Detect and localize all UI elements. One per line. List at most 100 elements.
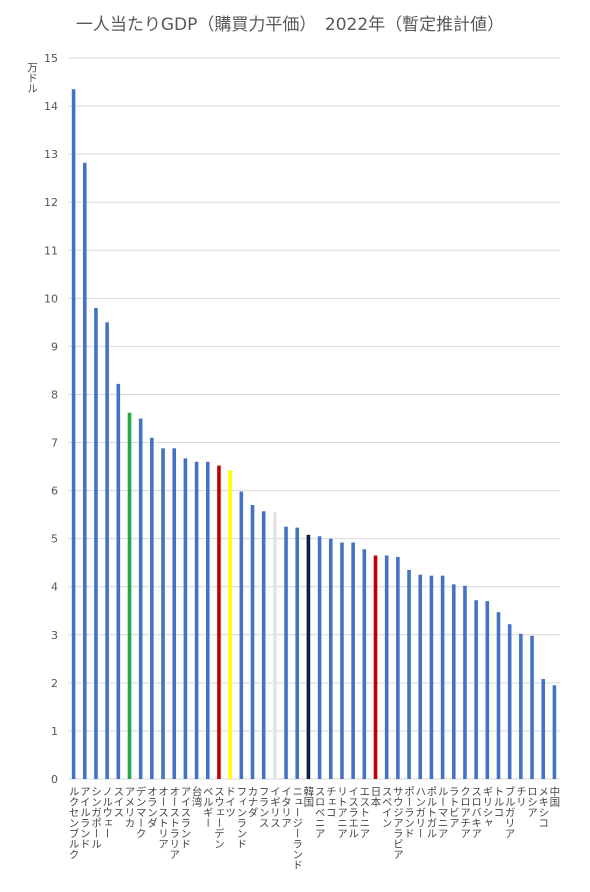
x-tick-label: イギリス xyxy=(269,786,281,828)
y-tick-label: 10 xyxy=(44,292,58,305)
bar xyxy=(295,527,300,779)
x-tick-label: スウェーデン xyxy=(213,786,225,849)
bar xyxy=(217,465,221,779)
bar xyxy=(552,685,557,779)
bar xyxy=(463,585,467,779)
bar xyxy=(82,162,87,779)
bar xyxy=(519,633,523,779)
x-tick-label: オーストリア xyxy=(157,786,169,849)
bar xyxy=(138,418,143,779)
x-tick-label: ニュージーランド xyxy=(291,786,303,870)
bar xyxy=(407,569,411,779)
y-tick-label: 13 xyxy=(44,148,58,161)
x-tick-label: シンガポール xyxy=(90,786,102,849)
x-tick-label: リトアニア xyxy=(336,786,348,839)
bar xyxy=(440,575,445,779)
bar xyxy=(71,89,76,779)
x-tick-label: スロベニア xyxy=(314,786,326,839)
y-tick-label: 7 xyxy=(51,437,58,450)
bar xyxy=(94,307,98,779)
x-tick-label: オーストラリア xyxy=(168,786,180,860)
x-tick-label: ポーランド xyxy=(403,786,415,839)
y-tick-label: 9 xyxy=(51,340,58,353)
x-tick-label: フランス xyxy=(258,786,270,828)
bar xyxy=(116,383,121,779)
x-tick-label: ベルギー xyxy=(202,786,214,828)
bar xyxy=(183,458,188,779)
x-tick-label: イタリア xyxy=(280,786,292,828)
x-tick-label: ポルトガル xyxy=(425,786,437,839)
bar xyxy=(284,526,288,779)
x-tick-label: ギリシャ xyxy=(481,786,493,828)
bar xyxy=(418,574,423,779)
y-tick-label: 12 xyxy=(44,196,58,209)
x-tick-label: クロアチア xyxy=(459,786,471,839)
x-tick-label: アイルランド xyxy=(79,786,91,849)
x-tick-label: トルコ xyxy=(493,786,505,818)
y-tick-label: 15 xyxy=(44,52,58,65)
x-tick-label: 韓国 xyxy=(302,786,314,808)
bar xyxy=(161,448,165,779)
bar xyxy=(362,549,367,779)
bar xyxy=(496,612,501,779)
x-tick-label: チリ xyxy=(515,786,527,807)
x-tick-label: デンマーク xyxy=(135,785,147,838)
y-tick-label: 2 xyxy=(51,677,58,690)
bar xyxy=(474,600,478,779)
bar xyxy=(205,461,210,779)
bar xyxy=(194,461,199,779)
x-tick-label: スロバキア xyxy=(470,786,482,839)
bar xyxy=(429,575,434,779)
x-tick-label: 日本 xyxy=(370,786,382,808)
x-tick-label: ラトビア xyxy=(448,786,460,828)
x-tick-label: カナダ xyxy=(247,786,259,818)
x-tick-label: アイスランド xyxy=(179,786,191,849)
y-tick-label: 4 xyxy=(51,581,58,594)
bar xyxy=(250,505,255,779)
bar xyxy=(105,322,109,779)
bar xyxy=(261,511,266,779)
x-tick-label: イスラエル xyxy=(347,786,359,839)
y-tick-label: 1 xyxy=(51,725,58,738)
bar xyxy=(396,556,400,779)
bar xyxy=(541,679,546,779)
bar xyxy=(384,555,389,779)
y-tick-label: 8 xyxy=(51,388,58,401)
x-tick-label: 中国 xyxy=(548,785,560,808)
x-tick-label: ルーマニア xyxy=(437,786,449,839)
x-tick-label: ルクセンブルク xyxy=(68,786,80,860)
x-tick-label: アメリカ xyxy=(124,786,136,828)
bar xyxy=(150,437,154,779)
y-tick-label: 11 xyxy=(44,244,58,257)
bar xyxy=(373,555,378,779)
bar xyxy=(507,624,512,779)
x-tick-label: ノルウェー xyxy=(101,786,113,839)
x-tick-label: 台湾 xyxy=(191,785,203,808)
bar xyxy=(172,448,177,779)
bar xyxy=(239,491,244,779)
x-tick-label: スペイン xyxy=(381,786,393,828)
bar xyxy=(328,538,333,779)
bar xyxy=(127,412,132,779)
bar xyxy=(530,635,534,779)
y-tick-label: 0 xyxy=(51,773,58,786)
bar xyxy=(451,584,456,779)
bar xyxy=(485,601,490,779)
x-tick-label: チェコ xyxy=(325,786,337,818)
x-tick-label: スイス xyxy=(112,786,124,818)
x-tick-label: ロシア xyxy=(526,786,538,818)
y-tick-label: 14 xyxy=(44,100,58,113)
bar xyxy=(273,512,277,779)
y-tick-label: 6 xyxy=(51,485,58,498)
bar xyxy=(317,536,322,779)
bar xyxy=(351,542,355,779)
bar xyxy=(228,470,232,779)
chart-title: 一人当たりGDP（購買力平価） 2022年（暫定推計値） xyxy=(76,15,504,35)
y-tick-label: 3 xyxy=(51,629,58,642)
x-tick-label: フィンランド xyxy=(235,786,247,849)
y-axis-label: 万ドル xyxy=(26,62,38,94)
x-tick-label: ドイツ xyxy=(224,786,236,818)
x-tick-label: ハンガリー xyxy=(414,786,426,839)
x-tick-label: メキシコ xyxy=(537,786,549,828)
